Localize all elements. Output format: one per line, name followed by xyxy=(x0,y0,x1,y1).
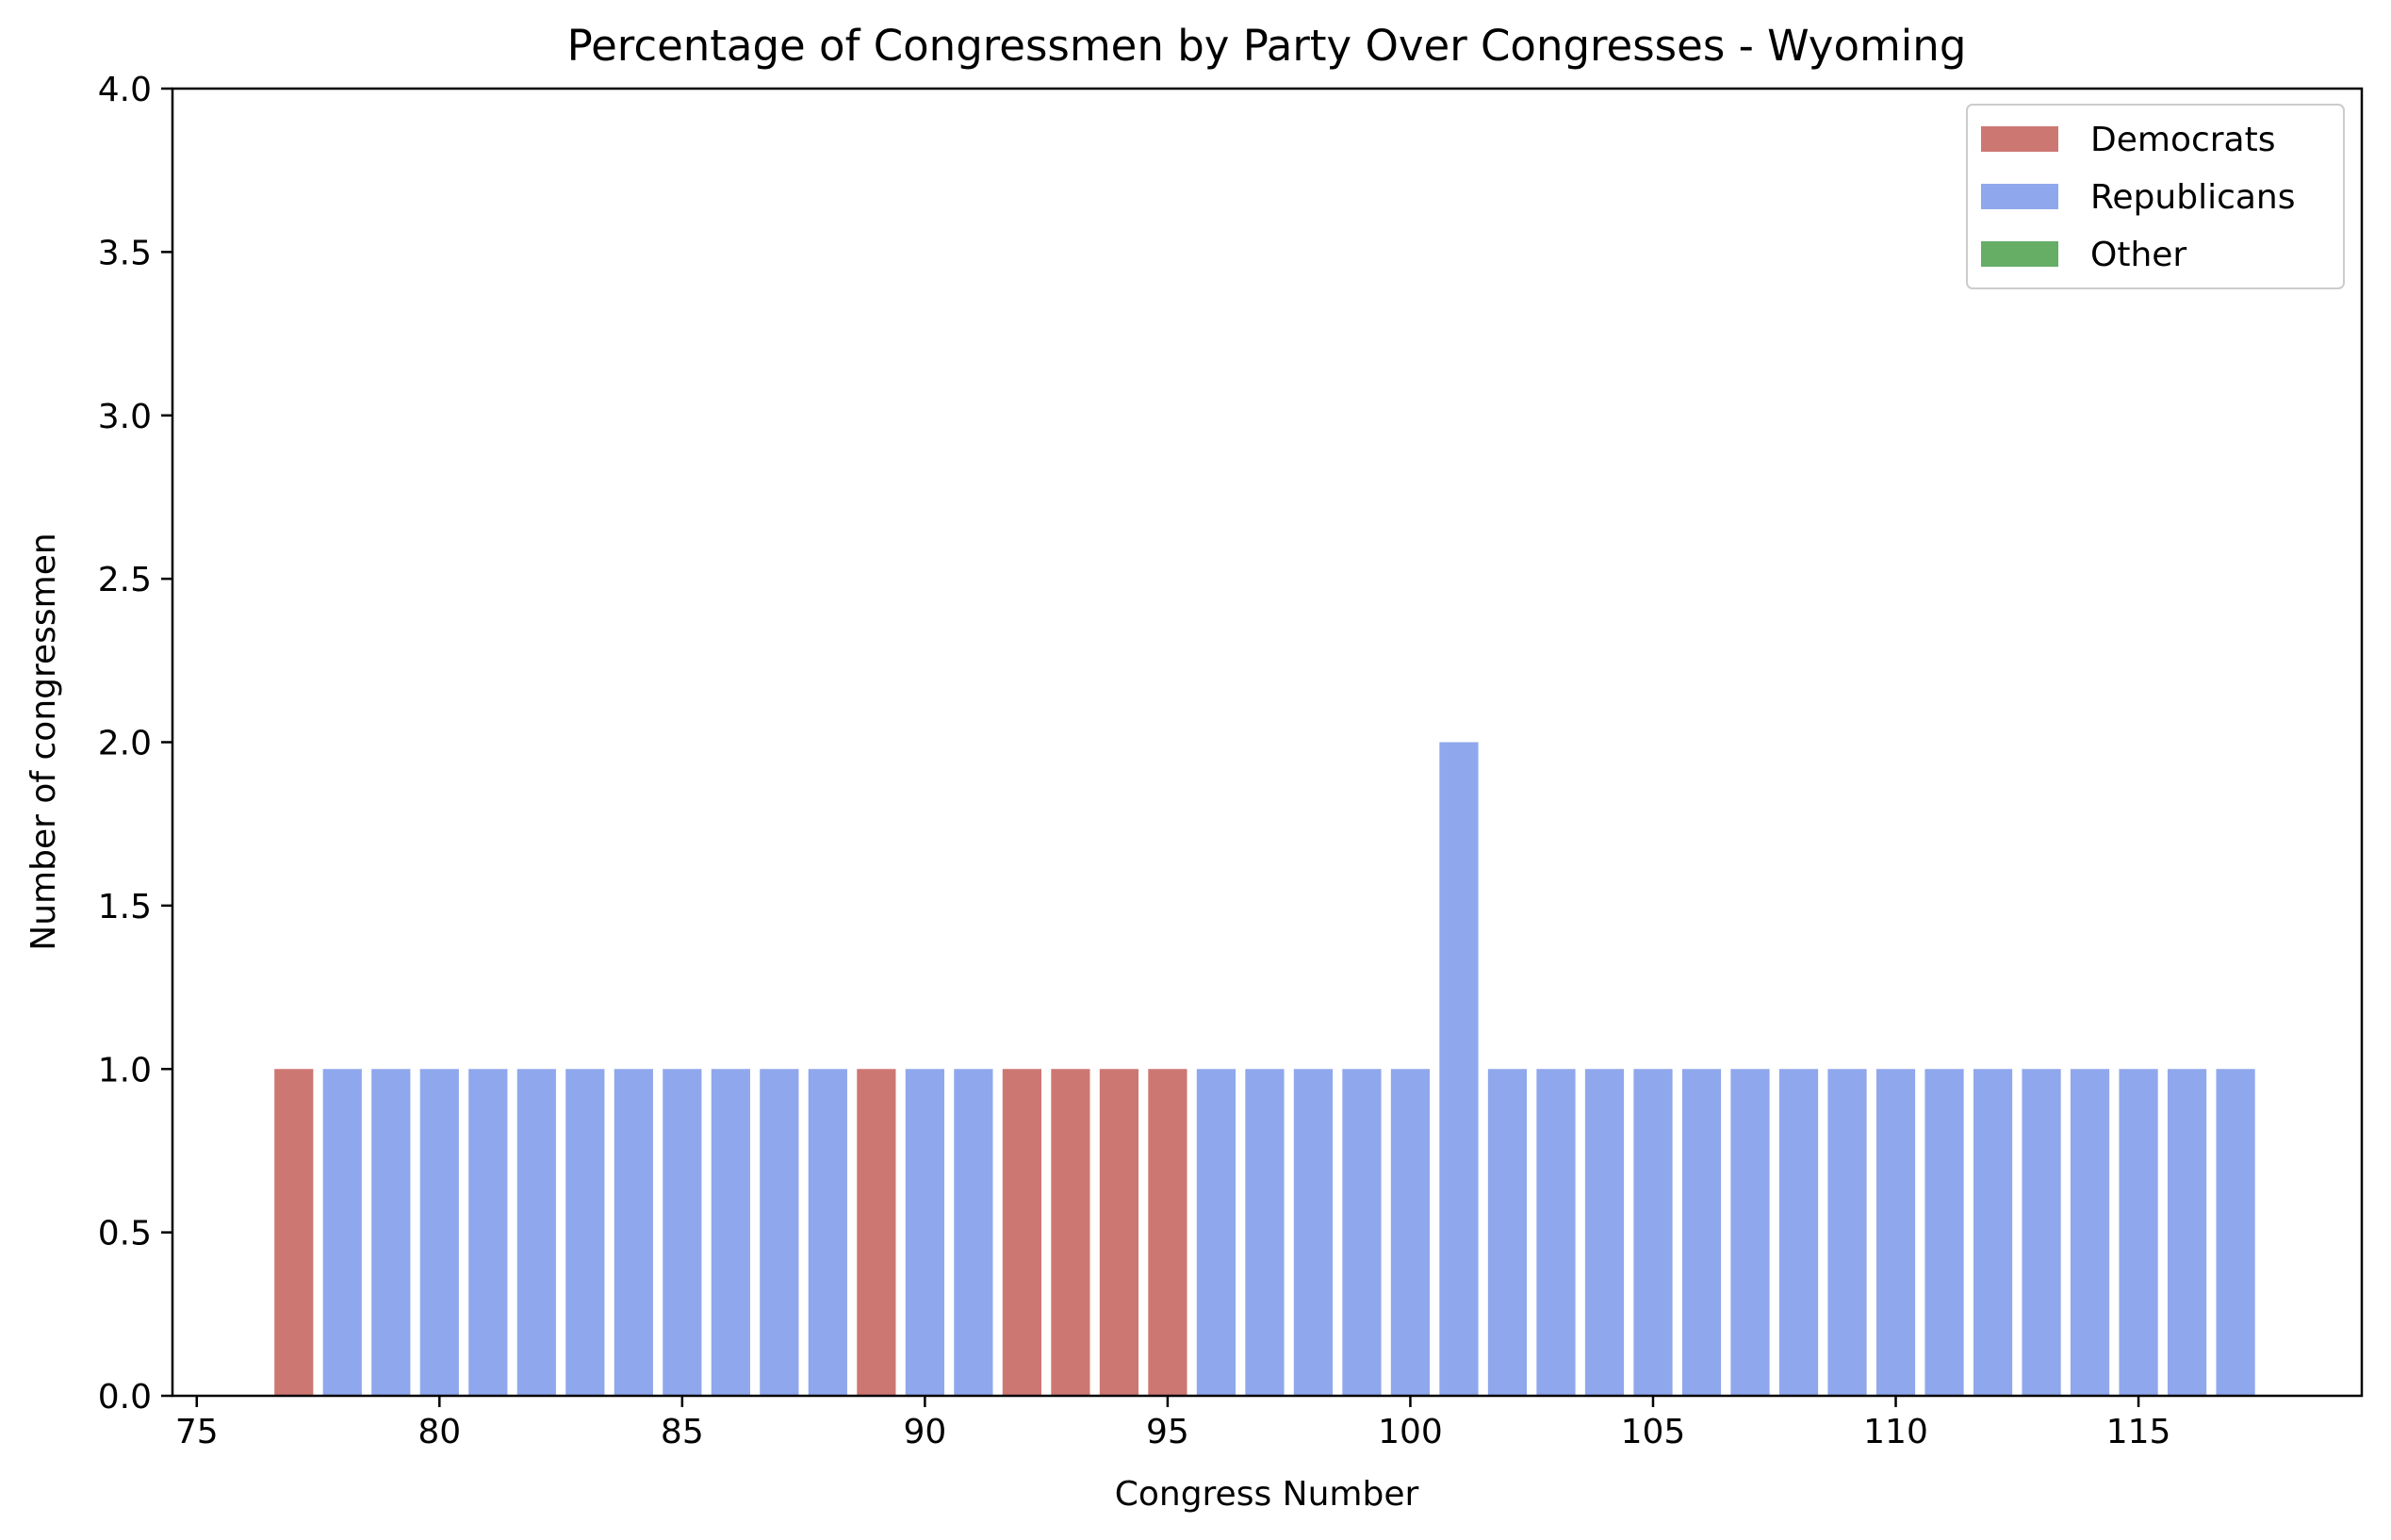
bar-republicans-106 xyxy=(1681,1069,1722,1396)
bar-republicans-109 xyxy=(1827,1069,1867,1396)
y-tick-label: 3.5 xyxy=(98,234,152,272)
bar-democrats-93 xyxy=(1051,1069,1090,1396)
y-tick-label: 0.0 xyxy=(98,1378,152,1417)
bars-layer xyxy=(274,742,2255,1396)
bar-democrats-95 xyxy=(1148,1069,1187,1396)
bar-republicans-114 xyxy=(2070,1069,2110,1396)
bar-republicans-116 xyxy=(2167,1069,2207,1396)
bar-republicans-79 xyxy=(371,1069,411,1396)
bar-democrats-94 xyxy=(1099,1069,1139,1396)
bar-republicans-107 xyxy=(1730,1069,1770,1396)
y-axis: 0.0 0.5 1.0 1.5 2.0 2.5 3.0 3.5 4.0 xyxy=(98,71,172,1417)
bar-republicans-113 xyxy=(2022,1069,2061,1396)
bar-republicans-102 xyxy=(1487,1069,1528,1396)
x-axis: 75 80 85 90 95 100 105 110 115 xyxy=(175,1396,2171,1451)
legend-swatch-other xyxy=(1981,241,2058,267)
legend-swatch-democrats xyxy=(1981,126,2058,152)
bar-republicans-104 xyxy=(1584,1069,1625,1396)
bar-republicans-85 xyxy=(663,1069,702,1396)
bar-republicans-84 xyxy=(614,1069,653,1396)
bar-republicans-99 xyxy=(1342,1069,1382,1396)
bar-republicans-97 xyxy=(1245,1069,1285,1396)
bar-republicans-90 xyxy=(905,1069,944,1396)
y-axis-label: Number of congressmen xyxy=(25,532,63,950)
y-tick-label: 2.0 xyxy=(98,725,152,763)
x-tick-label: 75 xyxy=(175,1413,219,1451)
bar-democrats-89 xyxy=(857,1069,896,1396)
x-tick-label: 80 xyxy=(418,1413,461,1451)
y-tick-label: 0.5 xyxy=(98,1215,152,1253)
bar-republicans-110 xyxy=(1875,1069,1916,1396)
x-tick-label: 105 xyxy=(1621,1413,1686,1451)
bar-republicans-117 xyxy=(2216,1069,2255,1396)
legend-swatch-republicans xyxy=(1981,184,2058,209)
bar-republicans-87 xyxy=(760,1069,799,1396)
bar-republicans-83 xyxy=(565,1069,605,1396)
legend-label-republicans: Republicans xyxy=(2090,178,2296,217)
bar-republicans-78 xyxy=(322,1069,362,1396)
x-tick-label: 110 xyxy=(1863,1413,1928,1451)
bar-republicans-101 xyxy=(1439,742,1479,1396)
bar-republicans-82 xyxy=(516,1069,556,1396)
bar-republicans-111 xyxy=(1924,1069,1964,1396)
bar-republicans-108 xyxy=(1778,1069,1819,1396)
bar-democrats-92 xyxy=(1002,1069,1041,1396)
chart-title: Percentage of Congressmen by Party Over … xyxy=(567,21,1967,71)
bar-republicans-86 xyxy=(711,1069,750,1396)
x-tick-label: 100 xyxy=(1378,1413,1443,1451)
legend: Democrats Republicans Other xyxy=(1966,104,2345,289)
x-axis-label: Congress Number xyxy=(1115,1475,1419,1514)
y-tick-label: 3.0 xyxy=(98,398,152,436)
x-tick-label: 90 xyxy=(903,1413,946,1451)
bar-republicans-98 xyxy=(1293,1069,1334,1396)
bar-republicans-80 xyxy=(419,1069,459,1396)
y-tick-label: 1.0 xyxy=(98,1051,152,1089)
bar-republicans-100 xyxy=(1390,1069,1431,1396)
bar-democrats-77 xyxy=(274,1069,314,1396)
x-tick-label: 85 xyxy=(661,1413,704,1451)
bar-republicans-96 xyxy=(1196,1069,1236,1396)
y-tick-label: 4.0 xyxy=(98,71,152,109)
legend-label-other: Other xyxy=(2090,236,2186,274)
bar-republicans-88 xyxy=(808,1069,847,1396)
x-tick-label: 95 xyxy=(1146,1413,1189,1451)
x-tick-label: 115 xyxy=(2106,1413,2171,1451)
bar-republicans-81 xyxy=(468,1069,508,1396)
bar-republicans-103 xyxy=(1536,1069,1576,1396)
bar-republicans-115 xyxy=(2119,1069,2158,1396)
y-tick-label: 1.5 xyxy=(98,888,152,926)
bar-republicans-91 xyxy=(954,1069,993,1396)
legend-label-democrats: Democrats xyxy=(2090,121,2276,159)
legend-items: Democrats Republicans Other xyxy=(1981,121,2296,274)
legend-frame xyxy=(1966,104,2345,289)
y-tick-label: 2.5 xyxy=(98,561,152,599)
bar-republicans-105 xyxy=(1633,1069,1673,1396)
bar-republicans-112 xyxy=(1973,1069,2013,1396)
